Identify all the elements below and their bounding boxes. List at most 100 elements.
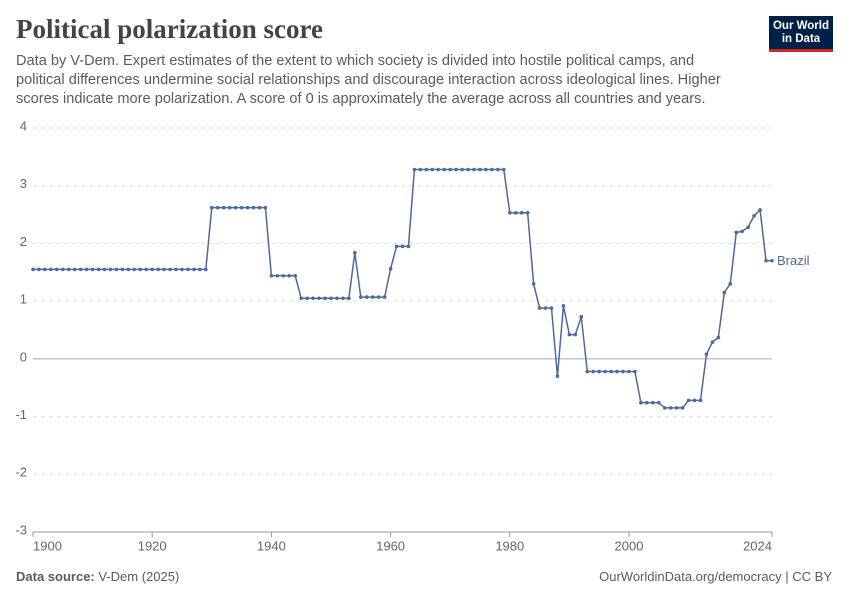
data-point: [627, 369, 631, 374]
data-point: [376, 295, 381, 299]
data-point: [549, 306, 554, 310]
footer-link[interactable]: OurWorldinData.org/democracy | CC BY: [599, 569, 832, 584]
series-label: Brazil: [777, 253, 810, 268]
data-point: [49, 267, 53, 272]
y-tick-label: -3: [15, 522, 27, 537]
data-point: [740, 229, 745, 234]
data-point: [394, 244, 399, 249]
data-point: [603, 369, 607, 374]
data-point: [78, 267, 83, 272]
y-tick-label: 0: [20, 349, 27, 364]
data-point: [686, 398, 691, 403]
data-point: [293, 273, 298, 278]
data-point: [484, 167, 488, 172]
data-point: [138, 267, 143, 272]
data-point: [55, 267, 59, 272]
chart-subtitle: Data by V-Dem. Expert estimates of the e…: [16, 53, 721, 107]
data-point: [263, 205, 268, 210]
data-point: [728, 282, 733, 286]
data-point: [585, 369, 590, 374]
data-point: [704, 352, 709, 357]
data-point: [502, 167, 506, 172]
data-point: [537, 306, 542, 310]
data-point: [591, 369, 596, 374]
data-point: [764, 258, 768, 263]
data-point: [436, 167, 441, 172]
data-point: [192, 267, 196, 272]
data-point: [525, 211, 530, 215]
data-point: [490, 167, 494, 172]
data-point: [752, 213, 756, 218]
data-point: [269, 273, 274, 278]
data-point: [561, 303, 566, 308]
data-point: [180, 267, 184, 272]
data-point: [144, 267, 149, 272]
data-point: [108, 267, 113, 272]
y-tick-label: 4: [20, 118, 27, 133]
data-point: [96, 267, 101, 272]
data-point: [31, 267, 35, 272]
data-point: [668, 406, 673, 410]
data-point: [370, 295, 375, 299]
data-point: [150, 267, 154, 272]
data-point: [531, 282, 536, 286]
logo[interactable]: Our World in Data: [769, 16, 833, 52]
data-point: [460, 167, 464, 172]
data-point: [317, 296, 321, 301]
data-point: [722, 290, 727, 295]
data-point: [472, 167, 476, 172]
data-point: [758, 208, 762, 212]
data-point: [698, 398, 703, 403]
chart-title: Political polarization score: [16, 14, 323, 44]
x-tick-label: 1920: [138, 538, 167, 553]
data-point: [287, 273, 292, 278]
data-point: [323, 296, 327, 301]
data-point: [305, 296, 309, 301]
data-point: [609, 369, 613, 374]
data-point: [382, 295, 387, 299]
data-point: [746, 225, 750, 230]
data-point: [43, 267, 47, 272]
data-point: [84, 267, 89, 272]
data-point: [186, 267, 190, 272]
data-point: [519, 211, 524, 215]
data-point: [198, 267, 202, 272]
data-point: [579, 314, 584, 319]
x-tick-label: 2024: [743, 538, 772, 553]
data-point: [412, 167, 417, 172]
source-label: Data source:: [16, 569, 95, 584]
data-point: [424, 167, 429, 172]
data-point: [555, 374, 560, 378]
y-tick-label: 3: [20, 176, 27, 191]
data-point: [114, 267, 119, 272]
data-point: [174, 267, 178, 272]
y-tick-label: 2: [20, 234, 27, 249]
data-point: [633, 369, 637, 374]
data-point: [513, 211, 518, 215]
data-point: [233, 205, 238, 210]
data-point: [430, 167, 435, 172]
series-line: [33, 168, 772, 409]
data-point: [400, 244, 405, 249]
data-point: [239, 205, 244, 210]
data-point: [543, 306, 548, 310]
data-point: [478, 167, 482, 172]
data-point: [120, 267, 125, 272]
data-point: [126, 267, 131, 272]
data-point: [466, 167, 470, 172]
x-tick-label: 2000: [615, 538, 644, 553]
data-point: [257, 205, 262, 210]
data-point: [215, 205, 220, 210]
source-text: V-Dem (2025): [98, 569, 180, 584]
x-tick-label: 1980: [495, 538, 524, 553]
data-point: [567, 332, 572, 337]
data-point: [448, 167, 452, 172]
data-point: [90, 267, 95, 272]
data-point: [573, 332, 578, 337]
data-point: [353, 250, 357, 255]
data-point: [496, 167, 500, 172]
data-point: [680, 406, 685, 410]
data-point: [651, 400, 655, 405]
